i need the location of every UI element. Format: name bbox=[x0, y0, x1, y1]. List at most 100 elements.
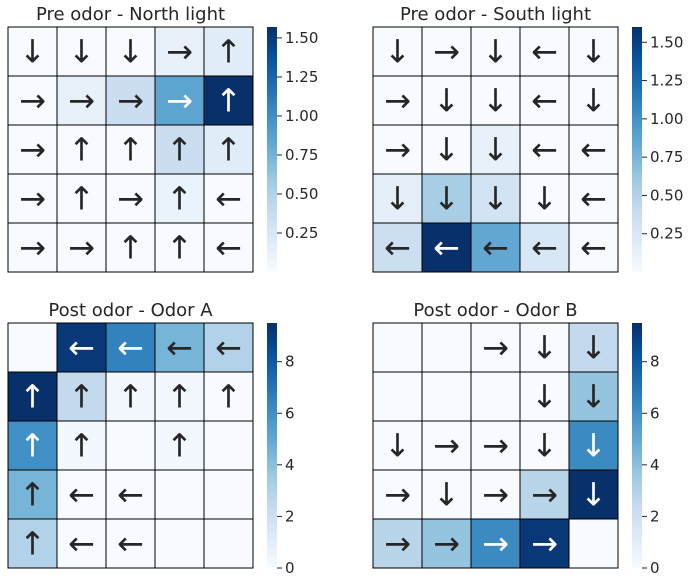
colorbar bbox=[632, 323, 642, 568]
colorbar-tick-label: 0.75 bbox=[285, 146, 318, 164]
arrow-left-icon: ← bbox=[580, 131, 607, 169]
arrow-up-icon: ↑ bbox=[68, 427, 95, 465]
arrow-up-icon: ↑ bbox=[215, 131, 242, 169]
colorbar-tick-label: 1.00 bbox=[650, 110, 683, 128]
arrow-up-icon: ↑ bbox=[166, 427, 193, 465]
arrow-left-icon: ← bbox=[166, 329, 193, 367]
arrow-right-icon: → bbox=[531, 476, 558, 514]
arrow-down-icon: ↓ bbox=[482, 33, 509, 71]
heatmap-cell bbox=[568, 322, 619, 373]
heatmap-cell bbox=[154, 371, 205, 422]
heatmap-cell bbox=[519, 518, 570, 569]
arrow-right-icon: → bbox=[19, 229, 46, 267]
arrow-down-icon: ↓ bbox=[531, 180, 558, 218]
heatmap-cell bbox=[7, 26, 58, 77]
arrow-right-icon: → bbox=[19, 180, 46, 218]
heatmap-panel-4: Post odor - Odor B → ↓ ↓ ↓ ↓ ↓ → → ↓ ↓ → ↓ → → ↓ → → → → 0 2 4… bbox=[372, 300, 660, 577]
arrow-left-icon: ← bbox=[215, 229, 242, 267]
arrow-left-icon: ← bbox=[117, 476, 144, 514]
arrow-right-icon: → bbox=[482, 476, 509, 514]
colorbar bbox=[267, 323, 277, 568]
colorbar bbox=[632, 27, 642, 272]
arrow-right-icon: → bbox=[166, 33, 193, 71]
heatmap-cell bbox=[470, 124, 521, 175]
heatmap-cell bbox=[56, 518, 107, 569]
arrow-right-icon: → bbox=[384, 131, 411, 169]
arrow-down-icon: ↓ bbox=[580, 427, 607, 465]
arrow-left-icon: ← bbox=[482, 229, 509, 267]
heatmap-cell bbox=[7, 222, 58, 273]
heatmap-cell bbox=[105, 75, 156, 126]
arrow-up-icon: ↑ bbox=[19, 427, 46, 465]
heatmap-cell bbox=[372, 322, 423, 373]
heatmap-cell bbox=[203, 371, 254, 422]
arrow-down-icon: ↓ bbox=[482, 82, 509, 120]
heatmap-cell bbox=[470, 371, 521, 422]
heatmap-cell bbox=[372, 124, 423, 175]
heatmap-cell bbox=[203, 518, 254, 569]
heatmap-cell bbox=[56, 124, 107, 175]
arrow-left-icon: ← bbox=[580, 229, 607, 267]
colorbar-tick-label: 0.25 bbox=[650, 225, 683, 243]
arrow-right-icon: → bbox=[384, 476, 411, 514]
heatmap-cell bbox=[56, 173, 107, 224]
arrow-left-icon: ← bbox=[580, 180, 607, 218]
arrow-left-icon: ← bbox=[215, 180, 242, 218]
arrow-right-icon: → bbox=[482, 525, 509, 563]
arrow-left-icon: ← bbox=[117, 525, 144, 563]
heatmap-cell bbox=[105, 420, 156, 471]
colorbar-tick-label: 8 bbox=[285, 353, 295, 371]
heatmap-cell bbox=[7, 518, 58, 569]
heatmap-cell bbox=[154, 124, 205, 175]
heatmap-cell bbox=[470, 420, 521, 471]
arrow-right-icon: → bbox=[68, 229, 95, 267]
arrow-down-icon: ↓ bbox=[580, 476, 607, 514]
heatmap-cell bbox=[470, 26, 521, 77]
heatmap-cell bbox=[105, 222, 156, 273]
heatmap-cell bbox=[421, 469, 472, 520]
heatmap-cell bbox=[421, 75, 472, 126]
heatmap-panel-3: Post odor - Odor A← ← ← ←↑ ↑ ↑ ↑ ↑↑ ↑ ↑↑ ← ←↑ ← ←0246… bbox=[7, 300, 295, 577]
heatmap-cell bbox=[519, 371, 570, 422]
heatmap-cell bbox=[568, 124, 619, 175]
arrow-down-icon: ↓ bbox=[531, 329, 558, 367]
heatmap-cell bbox=[372, 371, 423, 422]
colorbar-tick-label: 6 bbox=[285, 404, 295, 422]
arrow-down-icon: ↓ bbox=[433, 82, 460, 120]
arrow-left-icon: ← bbox=[215, 329, 242, 367]
arrow-up-icon: ↑ bbox=[166, 131, 193, 169]
heatmap-cell bbox=[372, 222, 423, 273]
arrow-left-icon: ← bbox=[117, 329, 144, 367]
heatmap-panel-1: Pre odor - North light ↓ ↓ ↓ → ↑ → → → → ↑ → ↑ ↑ ↑ ↑ → ↑ →… bbox=[7, 4, 318, 273]
heatmap-cell bbox=[105, 26, 156, 77]
colorbar-tick-label: 6 bbox=[650, 404, 660, 422]
colorbar-tick-label: 1.50 bbox=[285, 29, 318, 47]
colorbar-tick-label: 4 bbox=[285, 456, 295, 474]
arrow-down-icon: ↓ bbox=[482, 180, 509, 218]
heatmap-cell bbox=[421, 26, 472, 77]
heatmap-cell bbox=[470, 322, 521, 373]
arrow-down-icon: ↓ bbox=[580, 33, 607, 71]
heatmap-cell bbox=[7, 469, 58, 520]
arrow-left-icon: ← bbox=[531, 33, 558, 71]
arrow-right-icon: → bbox=[482, 329, 509, 367]
heatmap-cell bbox=[568, 518, 619, 569]
heatmap-cell bbox=[421, 420, 472, 471]
heatmap-cell bbox=[154, 173, 205, 224]
colorbar-tick-label: 1.25 bbox=[285, 68, 318, 86]
arrow-down-icon: ↓ bbox=[531, 427, 558, 465]
arrow-up-icon: ↑ bbox=[166, 229, 193, 267]
colorbar-tick-label: 0 bbox=[650, 559, 660, 577]
heatmap-cell bbox=[56, 322, 107, 373]
colorbar-tick-label: 1.00 bbox=[285, 107, 318, 125]
heatmap-cell bbox=[568, 75, 619, 126]
arrow-up-icon: ↑ bbox=[19, 525, 46, 563]
heatmap-cell bbox=[203, 75, 254, 126]
arrow-up-icon: ↑ bbox=[117, 378, 144, 416]
heatmap-panel-2: Pre odor - South light ↓ → ↓ ← ↓ → ↓ ↓ ← ↓ → ↓ ↓ ← ← ↓ ↓ ↓… bbox=[372, 4, 683, 273]
arrow-up-icon: ↑ bbox=[215, 378, 242, 416]
arrow-up-icon: ↑ bbox=[68, 378, 95, 416]
heatmap-cell bbox=[7, 420, 58, 471]
heatmap-cell bbox=[56, 222, 107, 273]
